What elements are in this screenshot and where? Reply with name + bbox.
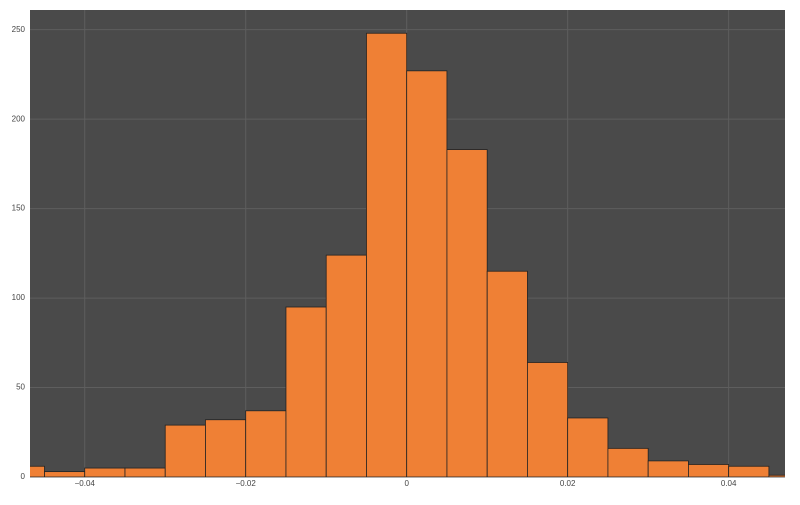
x-tick-label: −0.04 bbox=[75, 479, 96, 488]
bar bbox=[285, 306, 327, 477]
bar bbox=[164, 424, 206, 477]
y-tick-label: 50 bbox=[16, 383, 25, 392]
bar bbox=[607, 447, 649, 477]
bar bbox=[647, 460, 689, 477]
bar bbox=[446, 149, 488, 477]
bar bbox=[486, 270, 528, 477]
bar bbox=[728, 465, 770, 477]
bar bbox=[366, 32, 408, 477]
bar bbox=[84, 467, 126, 477]
y-tick-label: 100 bbox=[12, 293, 26, 302]
bar bbox=[325, 254, 367, 477]
labels: 0 50 100 150 200 250 −0.04 −0.02 0 0.02 0.04 bbox=[12, 25, 737, 488]
y-tick-label: 0 bbox=[21, 472, 26, 481]
y-tick-label: 150 bbox=[12, 204, 26, 213]
bar bbox=[205, 419, 247, 477]
bar bbox=[688, 464, 730, 477]
bar bbox=[567, 417, 609, 477]
bar bbox=[768, 474, 785, 477]
bar bbox=[527, 362, 569, 477]
bar bbox=[44, 471, 86, 477]
y-tick-label: 200 bbox=[12, 114, 26, 123]
bar bbox=[406, 70, 448, 477]
x-tick-label: 0 bbox=[404, 479, 409, 488]
bar bbox=[124, 467, 166, 477]
y-tick-label: 250 bbox=[12, 25, 26, 34]
bar bbox=[245, 410, 287, 477]
x-tick-label: 0.02 bbox=[560, 479, 576, 488]
bars bbox=[30, 32, 785, 477]
x-tick-label: −0.02 bbox=[236, 479, 257, 488]
x-tick-label: 0.04 bbox=[721, 479, 737, 488]
